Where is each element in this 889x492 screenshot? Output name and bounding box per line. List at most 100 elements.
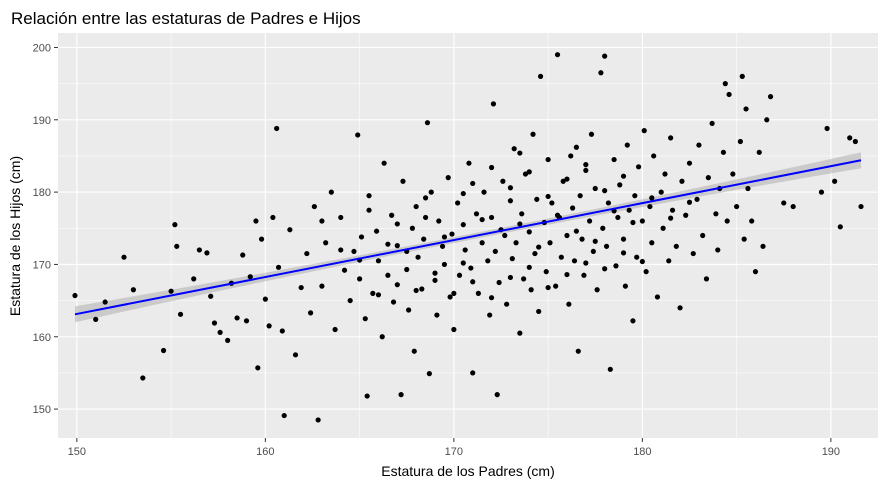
- data-point: [586, 218, 593, 224]
- data-point: [375, 292, 382, 298]
- data-point: [462, 247, 468, 253]
- data-point: [579, 236, 585, 242]
- data-point: [666, 258, 672, 264]
- data-point: [517, 221, 523, 227]
- data-point: [258, 236, 265, 242]
- data-point: [760, 243, 766, 249]
- data-point: [634, 254, 640, 260]
- data-point: [568, 153, 574, 159]
- data-point: [191, 276, 197, 282]
- data-point: [581, 272, 587, 278]
- data-point: [517, 330, 523, 336]
- data-point: [737, 138, 743, 145]
- y-tick-label: 160: [33, 332, 51, 344]
- data-point: [513, 240, 519, 246]
- data-point: [160, 347, 167, 354]
- data-point: [641, 128, 647, 134]
- data-point: [662, 171, 668, 177]
- plot-panel: [58, 33, 878, 438]
- x-axis-title: Estatura de los Padres (cm): [381, 463, 555, 479]
- data-point: [447, 294, 453, 300]
- data-point: [243, 318, 250, 324]
- data-point: [307, 310, 314, 316]
- data-point: [500, 178, 506, 184]
- data-point: [615, 214, 621, 221]
- data-point: [553, 283, 559, 289]
- data-point: [639, 218, 645, 224]
- data-point: [679, 178, 685, 184]
- trend-line: [74, 159, 862, 316]
- data-point: [526, 229, 532, 235]
- data-point: [545, 156, 551, 163]
- data-point: [739, 73, 745, 79]
- data-point: [419, 286, 425, 292]
- y-tick-label: 170: [33, 259, 51, 271]
- data-point: [715, 247, 721, 253]
- data-point: [573, 228, 579, 234]
- data-point: [481, 189, 487, 195]
- data-point: [647, 203, 653, 210]
- data-point: [700, 232, 706, 239]
- data-point: [847, 135, 853, 141]
- data-point: [824, 125, 830, 132]
- trend-line-group: [74, 159, 862, 316]
- data-point: [364, 393, 370, 399]
- data-point: [502, 232, 508, 239]
- x-tick-label: 160: [256, 446, 274, 458]
- data-point: [532, 250, 538, 257]
- data-point: [564, 271, 570, 278]
- data-point: [626, 207, 632, 213]
- data-point: [304, 250, 310, 257]
- data-point: [240, 252, 246, 258]
- data-point: [709, 120, 715, 127]
- data-point: [275, 264, 282, 270]
- data-point: [357, 276, 363, 282]
- data-point: [174, 243, 180, 249]
- data-point: [422, 214, 429, 221]
- data-point: [528, 287, 534, 293]
- data-point: [620, 173, 627, 179]
- data-point: [311, 203, 317, 210]
- data-point: [479, 216, 485, 223]
- data-point: [668, 215, 674, 221]
- data-point: [558, 254, 564, 260]
- data-point: [649, 195, 655, 201]
- data-point: [177, 311, 184, 317]
- data-point: [617, 182, 623, 188]
- data-point: [323, 240, 329, 246]
- data-point: [434, 312, 440, 318]
- data-point: [485, 258, 491, 264]
- data-point: [575, 348, 581, 354]
- data-point: [385, 241, 391, 247]
- data-point: [432, 270, 438, 276]
- data-point: [338, 247, 344, 253]
- data-point: [428, 189, 434, 195]
- data-point: [703, 276, 710, 282]
- data-point: [507, 185, 514, 191]
- data-point: [470, 180, 476, 187]
- data-point: [413, 203, 419, 210]
- data-point: [362, 316, 368, 322]
- x-tick-label: 150: [68, 446, 86, 458]
- data-point: [668, 135, 674, 141]
- data-point: [234, 315, 240, 321]
- data-point: [292, 352, 299, 358]
- data-point: [470, 279, 476, 285]
- data-point: [677, 305, 683, 311]
- data-point: [658, 189, 664, 195]
- data-point: [724, 218, 730, 224]
- data-point: [651, 153, 657, 159]
- data-point: [468, 265, 474, 271]
- data-point: [456, 272, 463, 278]
- data-point: [781, 200, 787, 206]
- data-point: [415, 254, 421, 260]
- data-point: [654, 294, 661, 300]
- data-point: [287, 227, 293, 233]
- data-point: [705, 175, 711, 181]
- data-point: [583, 162, 589, 168]
- data-point: [379, 334, 385, 340]
- data-point: [404, 266, 410, 273]
- data-point: [400, 178, 406, 184]
- data-point: [298, 284, 304, 291]
